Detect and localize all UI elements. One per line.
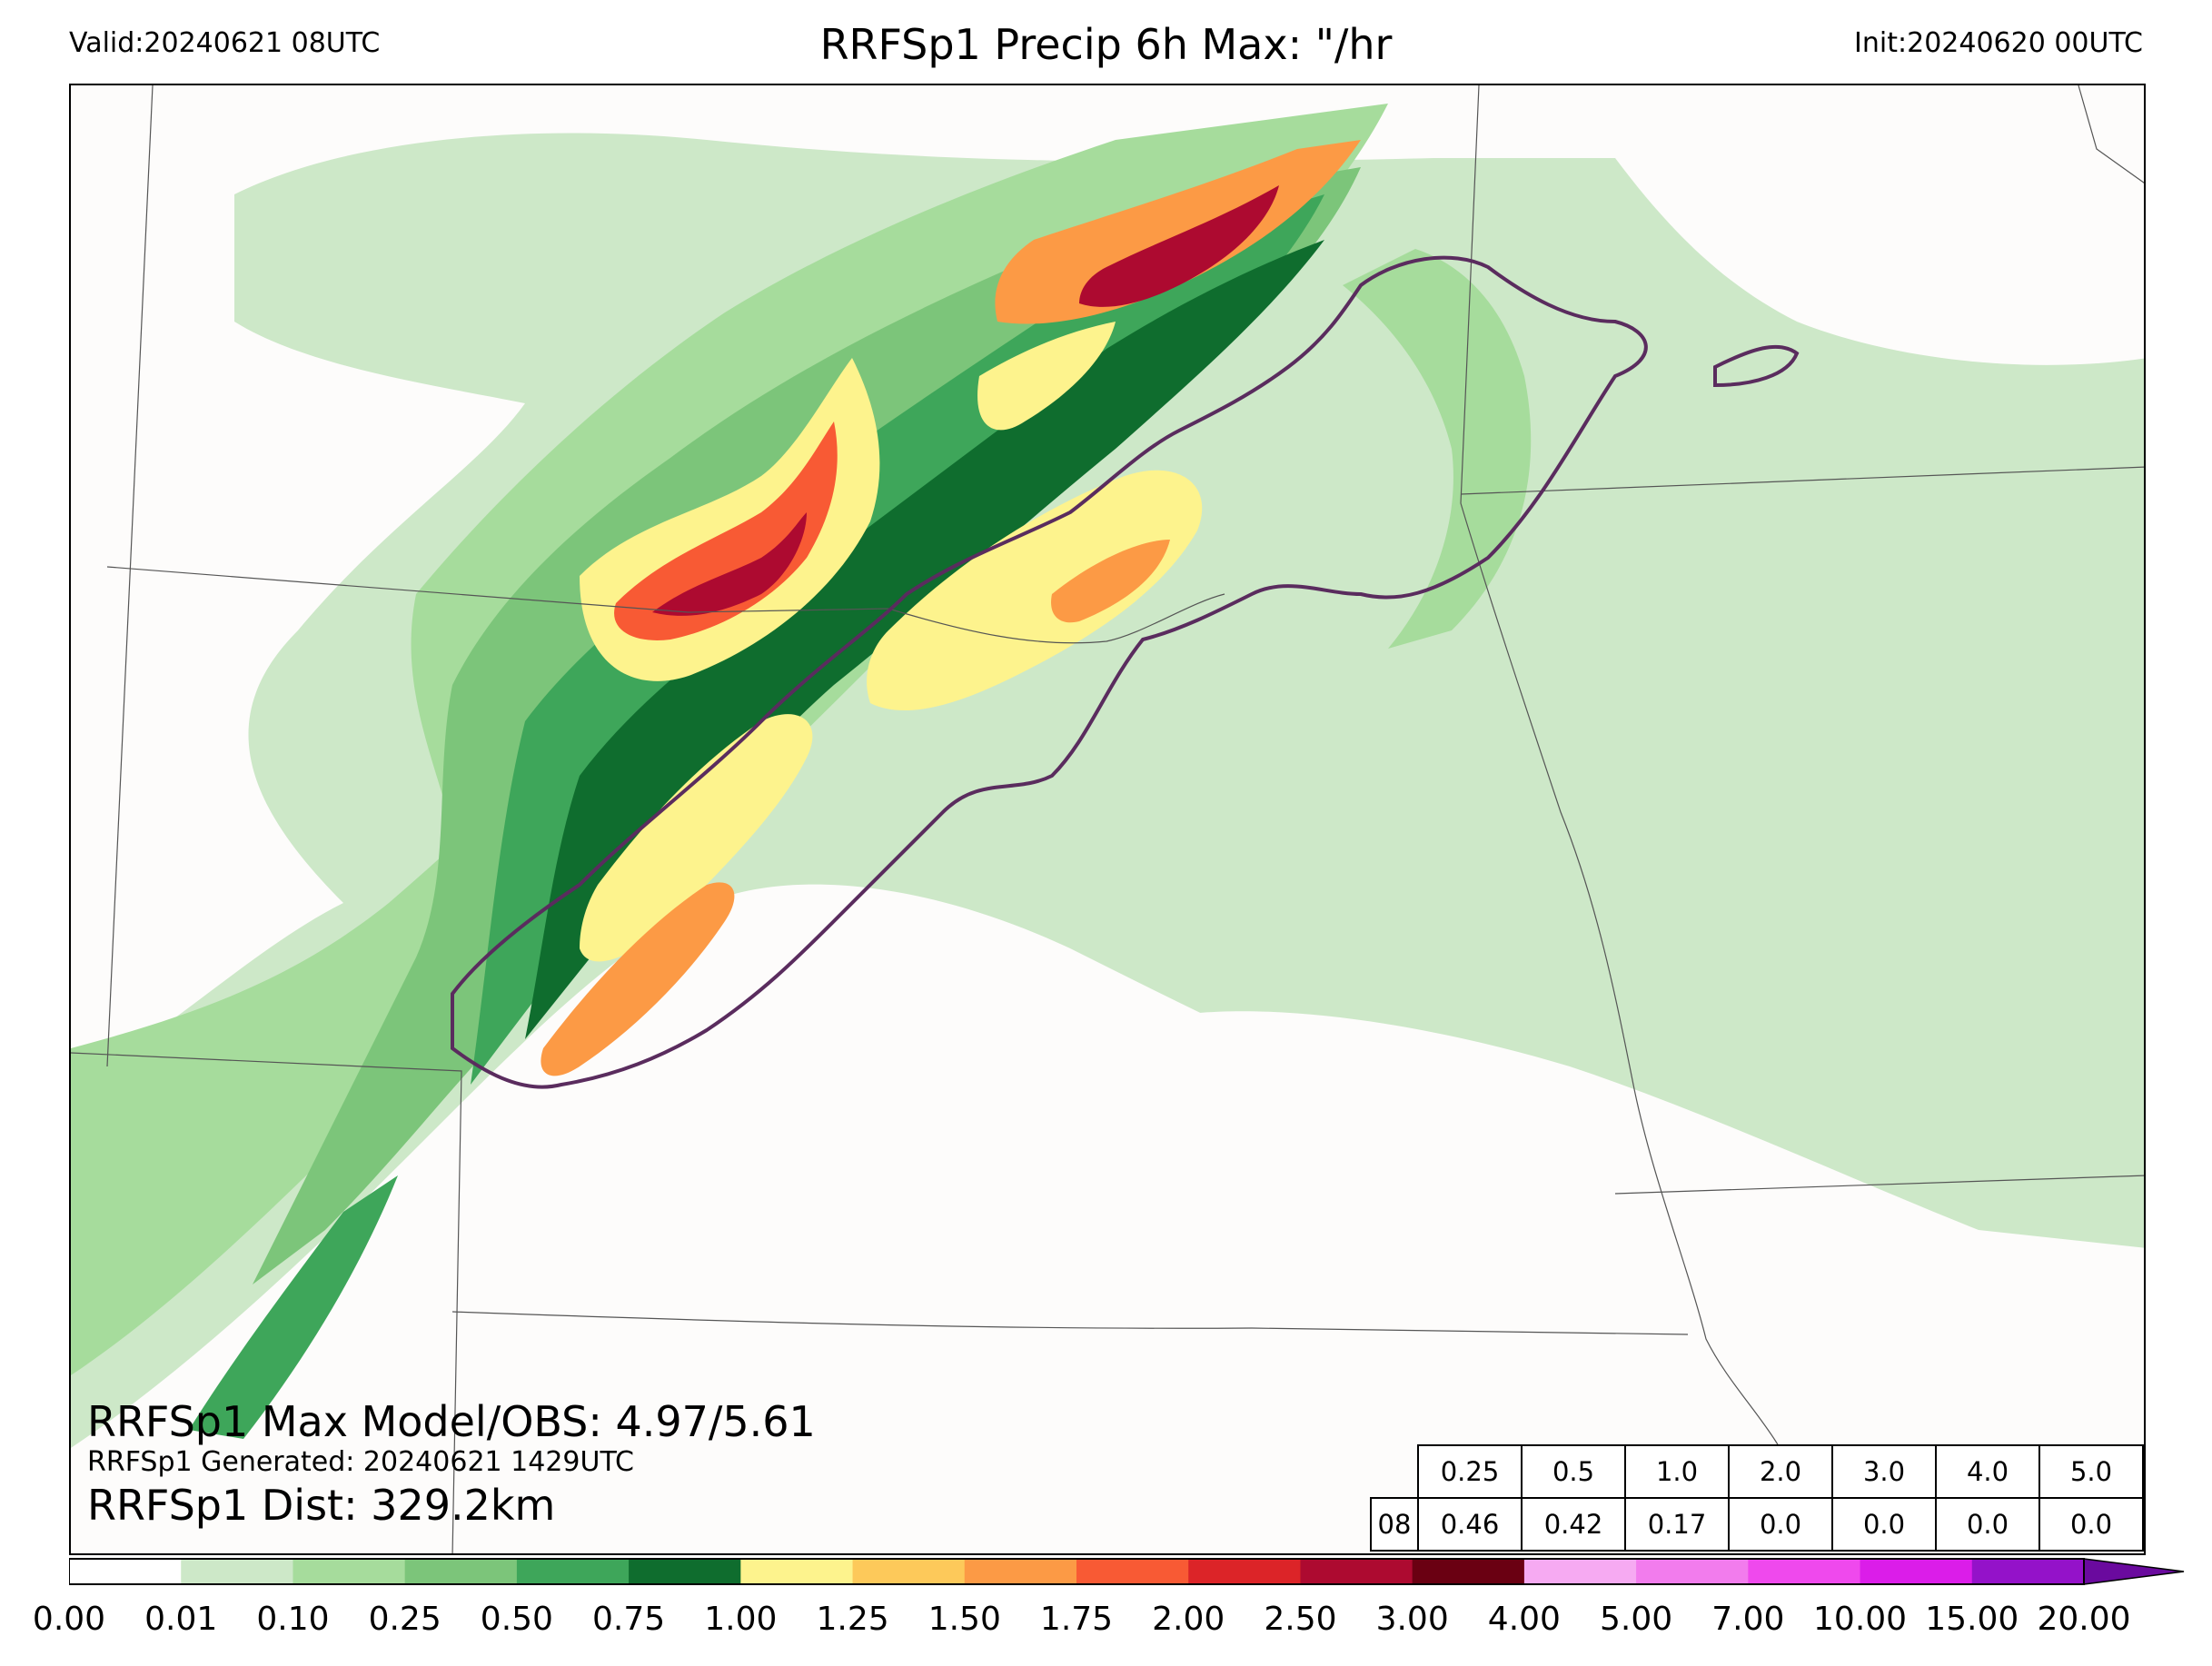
generated-time-text: RRFSp1 Generated: 20240621 1429UTC — [87, 1446, 634, 1478]
colorbar-tick-label: 0.75 — [592, 1601, 666, 1638]
threshold-value-cell: 0.0 — [2038, 1497, 2144, 1552]
colorbar-tick-label: 0.00 — [32, 1601, 106, 1638]
colorbar-segment — [69, 1559, 182, 1584]
threshold-header-cell: 3.0 — [1831, 1444, 1937, 1499]
colorbar-tick-label: 2.00 — [1152, 1601, 1225, 1638]
threshold-header-cell: 2.0 — [1728, 1444, 1833, 1499]
colorbar-segment — [404, 1559, 518, 1584]
threshold-header-cell: 0.5 — [1521, 1444, 1626, 1499]
distance-text: RRFSp1 Dist: 329.2km — [87, 1481, 556, 1530]
colorbar-tick-label: 0.50 — [480, 1601, 553, 1638]
colorbar-tick-label: 5.00 — [1600, 1601, 1673, 1638]
threshold-row-label: 08 — [1370, 1497, 1419, 1552]
colorbar-segment — [1076, 1559, 1189, 1584]
colorbar-segment — [1300, 1559, 1413, 1584]
political-borders — [71, 85, 2144, 1553]
colorbar-tick-label: 4.00 — [1487, 1601, 1561, 1638]
colorbar-segment — [1748, 1559, 1861, 1584]
colorbar-tick-label: 1.00 — [704, 1601, 778, 1638]
colorbar-tick-label: 1.50 — [927, 1601, 1001, 1638]
colorbar-tick-label: 10.00 — [1813, 1601, 1908, 1638]
colorbar-tick-label: 7.00 — [1711, 1601, 1785, 1638]
init-time-label: Init:20240620 00UTC — [1854, 27, 2143, 59]
threshold-value-cell: 0.42 — [1521, 1497, 1626, 1552]
observed-outline — [451, 255, 1800, 1089]
threshold-value-cell: 0.0 — [1935, 1497, 2040, 1552]
colorbar-tick-label: 1.75 — [1039, 1601, 1114, 1638]
map-canvas — [71, 85, 2144, 1553]
colorbar-segment — [629, 1559, 741, 1584]
colorbar-tick-label: 0.10 — [256, 1601, 330, 1638]
colorbar-segment — [740, 1559, 854, 1584]
colorbar-segment — [1523, 1559, 1637, 1584]
colorbar-extend-arrow — [2083, 1558, 2185, 1585]
threshold-header-cell: 5.0 — [2038, 1444, 2144, 1499]
precip-map — [69, 84, 2146, 1555]
colorbar-segment — [1412, 1559, 1525, 1584]
map-title: RRFSp1 Precip 6h Max: "/hr — [819, 20, 1393, 69]
threshold-header-cell: 1.0 — [1624, 1444, 1730, 1499]
colorbar-segment — [964, 1559, 1077, 1584]
colorbar-segment — [293, 1559, 406, 1584]
colorbar-tick-label: 20.00 — [2037, 1601, 2131, 1638]
colorbar-segment — [516, 1559, 630, 1584]
valid-time-label: Valid:20240621 08UTC — [69, 27, 381, 59]
colorbar-frame — [69, 1558, 2085, 1585]
colorbar-tick-label: 2.50 — [1264, 1601, 1337, 1638]
colorbar-segment — [181, 1559, 293, 1584]
colorbar-tick-label: 3.00 — [1375, 1601, 1449, 1638]
threshold-value-cell: 0.17 — [1624, 1497, 1730, 1552]
threshold-value-cell: 0.0 — [1728, 1497, 1833, 1552]
threshold-header-cell: 0.25 — [1417, 1444, 1523, 1499]
max-model-obs-text: RRFSp1 Max Model/OBS: 4.97/5.61 — [87, 1397, 816, 1446]
colorbar-tick-label: 0.01 — [144, 1601, 218, 1638]
precip-heavy-field — [541, 140, 1361, 1076]
colorbar-tick-label: 15.00 — [1925, 1601, 2019, 1638]
colorbar — [69, 1558, 2185, 1585]
colorbar-tick-label: 0.25 — [368, 1601, 441, 1638]
threshold-value-cell: 0.46 — [1417, 1497, 1523, 1552]
colorbar-segment — [1636, 1559, 1749, 1584]
colorbar-segment — [1860, 1559, 1973, 1584]
colorbar-segment — [1971, 1559, 2085, 1584]
threshold-value-cell: 0.0 — [1831, 1497, 1937, 1552]
threshold-header-cell: 4.0 — [1935, 1444, 2040, 1499]
colorbar-segment — [1188, 1559, 1301, 1584]
colorbar-segment — [852, 1559, 966, 1584]
colorbar-tick-label: 1.25 — [816, 1601, 889, 1638]
precip-moderate-field — [189, 167, 1361, 1439]
